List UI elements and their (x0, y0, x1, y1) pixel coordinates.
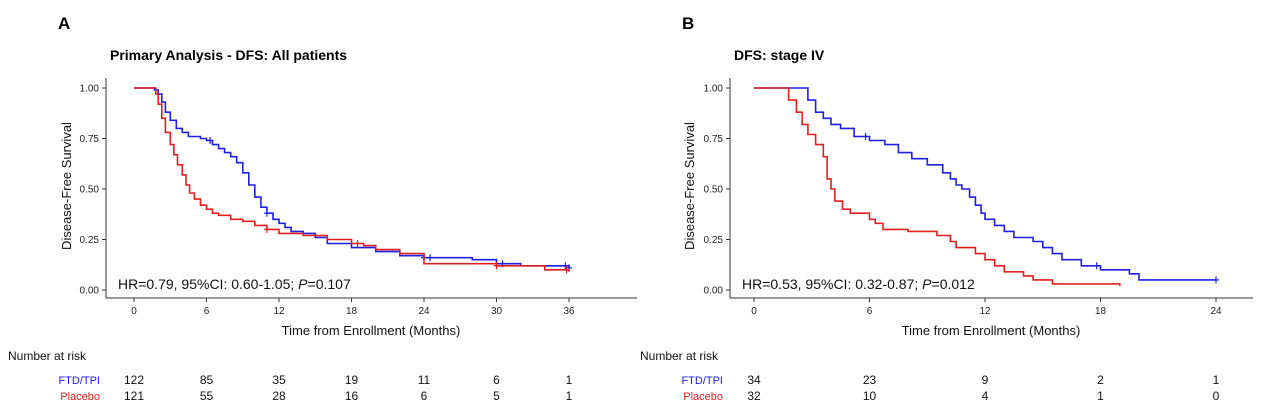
panel-a-p-value: =0.107 (308, 276, 351, 292)
panel-b-title: DFS: stage IV (734, 47, 825, 63)
risk-b-count: 4 (982, 389, 989, 403)
panel-a-censor-mark (354, 240, 361, 248)
panel-a-hr-annotation: HR=0.79, 95%CI: 0.60-1.05; P=0.107 (118, 276, 351, 292)
risk-a-count: 6 (421, 389, 428, 403)
risk-a-count: 1 (566, 389, 573, 403)
panel-a-censor-mark (493, 262, 500, 270)
risk-b-count: 23 (863, 373, 877, 387)
risk-a-count: 121 (124, 389, 144, 403)
panel-b-censor-mark (1093, 262, 1100, 270)
panel-b-y-tick-label: 0.50 (704, 185, 724, 196)
panel-a-x-tick-label: 18 (346, 306, 358, 317)
panel-a-censor-mark (207, 137, 214, 145)
risk-a-count: 16 (345, 389, 359, 403)
risk-b-count: 10 (863, 389, 877, 403)
panel-b-plot-area: 0.00 0.25 0.50 0.75 1.00 0 6 12 18 24 HR=0.53, 95%… (704, 78, 1253, 317)
panel-a-x-tick-label: 6 (204, 306, 210, 317)
panel-a-curve-placebo (134, 87, 570, 272)
panel-a-title: Primary Analysis - DFS: All patients (110, 47, 347, 63)
panel-a-y-tick-label: 0.50 (80, 185, 100, 196)
risk-b-count: 1 (1097, 389, 1104, 403)
panel-a: A Primary Analysis - DFS: All patients D… (58, 14, 637, 338)
panel-a-y-axis-title: Disease-Free Survival (59, 122, 74, 250)
risk-a-count: 1 (566, 373, 573, 387)
panel-b-hr-text: HR=0.53, 95%CI: 0.32-0.87; (742, 276, 922, 292)
panel-b-censor-mark (862, 132, 869, 140)
risk-a-count: 28 (272, 389, 286, 403)
risk-a-row-label: Placebo (60, 391, 100, 403)
panel-a-x-axis-title: Time from Enrollment (Months) (282, 323, 461, 338)
panel-b-x-tick-label: 0 (751, 306, 757, 317)
risk-b-title: Number at risk (640, 349, 719, 363)
panel-a-y-tick-label: 0.00 (80, 286, 100, 297)
risk-a-count: 11 (418, 373, 431, 387)
panel-a-x-tick-label: 0 (131, 306, 137, 317)
panel-b-y-axis-title: Disease-Free Survival (682, 122, 697, 250)
panel-a-censor-mark (563, 266, 570, 274)
risk-a-title: Number at risk (8, 349, 87, 363)
panel-a-y-tick-label: 1.00 (80, 84, 100, 95)
panel-a-x-tick-label: 30 (491, 306, 503, 317)
risk-a-count: 5 (493, 389, 500, 403)
risk-b-count: 2 (1097, 373, 1104, 387)
risk-b-count: 1 (1213, 373, 1220, 387)
panel-b-x-tick-label: 18 (1095, 306, 1107, 317)
panel-b-curve-ftdtpi (754, 87, 1216, 281)
panel-a-y-tick-label: 0.75 (80, 134, 100, 145)
panel-a-x-tick-label: 12 (273, 306, 285, 317)
panel-b-x-tick-label: 12 (979, 306, 991, 317)
risk-b-count: 0 (1213, 389, 1220, 403)
panel-b: B DFS: stage IV Disease-Free Survival 0.… (682, 14, 1253, 338)
risk-a-count: 122 (124, 373, 144, 387)
risk-a-count: 85 (200, 373, 214, 387)
panel-b-y-tick-label: 0.25 (704, 235, 724, 246)
panel-a-censor-mark (562, 262, 569, 270)
risk-a-row-label: FTD/TPI (58, 375, 100, 387)
panel-b-y-tick-label: 0.00 (704, 286, 724, 297)
risk-a-count: 6 (493, 373, 500, 387)
panel-a-letter: A (58, 14, 70, 33)
panel-a-x-tick-label: 36 (563, 306, 575, 317)
risk-a-count: 55 (200, 389, 214, 403)
risk-b-row-label: FTD/TPI (681, 375, 723, 387)
panel-b-p-value: =0.012 (932, 276, 975, 292)
panel-a-hr-text: HR=0.79, 95%CI: 0.60-1.05; (118, 276, 298, 292)
risk-a-count: 19 (345, 373, 359, 387)
panel-b-curve-placebo (754, 87, 1121, 286)
panel-a-plot-area: 0.00 0.25 0.50 0.75 1.00 0 6 12 18 24 30 36 HR=0.79,… (80, 78, 637, 317)
panel-a-censor-mark (427, 254, 434, 262)
panel-a-x-tick-label: 24 (418, 306, 430, 317)
risk-a-count: 35 (272, 373, 286, 387)
risk-b-count: 32 (747, 389, 761, 403)
risk-b-row-label: Placebo (683, 391, 723, 403)
panel-b-y-tick-label: 1.00 (704, 84, 724, 95)
panel-b-x-axis-title: Time from Enrollment (Months) (902, 323, 1081, 338)
panel-a-censor-mark (263, 225, 270, 233)
panel-b-y-tick-label: 0.75 (704, 134, 724, 145)
risk-b-count: 34 (747, 373, 761, 387)
risk-b-count: 9 (982, 373, 989, 387)
panel-b-x-tick-label: 6 (867, 306, 873, 317)
panel-b-censor-mark (1213, 276, 1219, 284)
panel-b-p-symbol: P (922, 276, 932, 292)
panel-a-curve-ftdtpi (134, 87, 570, 268)
panel-a-censor-mark (263, 209, 270, 217)
panel-b-x-tick-label: 24 (1210, 306, 1222, 317)
panel-a-p-symbol: P (298, 276, 308, 292)
panel-b-hr-annotation: HR=0.53, 95%CI: 0.32-0.87; P=0.012 (742, 276, 975, 292)
panel-b-letter: B (682, 14, 694, 33)
panel-a-y-tick-label: 0.25 (80, 235, 100, 246)
